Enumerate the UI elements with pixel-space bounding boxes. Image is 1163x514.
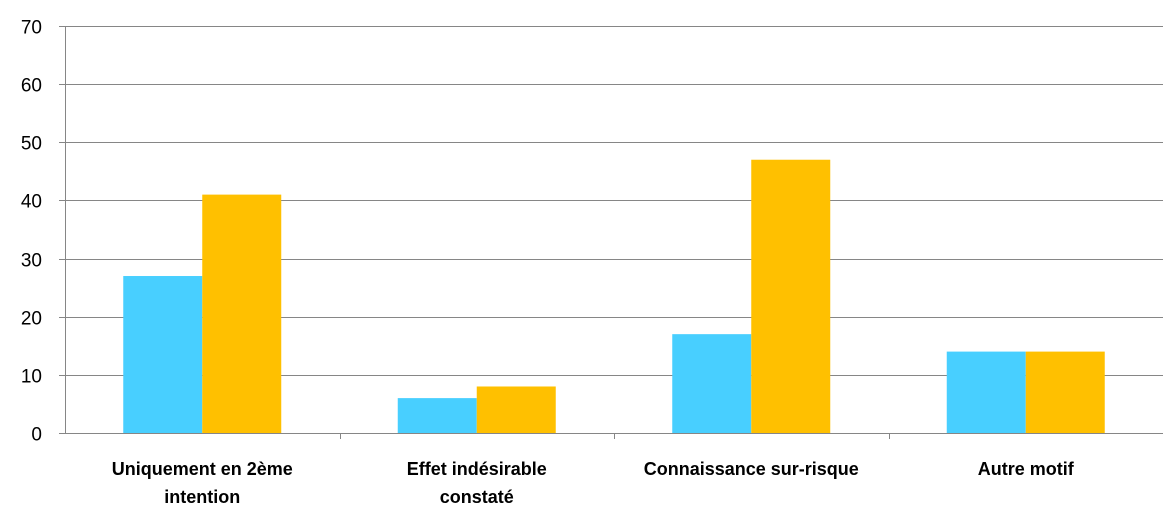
y-tick-label: 30 <box>21 251 42 272</box>
x-category-label: Effet indésirable constaté <box>407 459 547 507</box>
bar-series-2-category-1 <box>202 194 282 433</box>
y-tick-label: 0 <box>31 425 42 446</box>
y-tick-label: 10 <box>21 367 42 388</box>
x-axis-category-labels: Uniquement en 2ème intention Effet indésir… <box>112 459 1075 507</box>
bar-series-1-category-3 <box>672 334 752 433</box>
x-category-label: Connaissance sur-risque <box>644 459 859 479</box>
bar-series-1-category-1 <box>123 276 203 433</box>
bar-series-1-category-2 <box>397 398 477 433</box>
bar-series-1-category-4 <box>946 351 1026 433</box>
y-tick-label: 40 <box>21 192 42 213</box>
y-axis-tick-labels: 0 10 20 30 40 50 60 70 <box>21 18 42 446</box>
y-tick-label: 20 <box>21 309 42 330</box>
y-tick-label: 50 <box>21 134 42 155</box>
bar-series-2-category-2 <box>476 386 556 433</box>
bar-series-2-category-4 <box>1025 351 1105 433</box>
bars <box>123 159 1105 433</box>
x-category-label: Uniquement en 2ème intention <box>112 459 293 507</box>
axes <box>59 26 1163 439</box>
bar-series-2-category-3 <box>751 159 831 433</box>
x-category-label: Autre motif <box>978 459 1075 479</box>
y-tick-label: 70 <box>21 18 42 39</box>
y-tick-label: 60 <box>21 76 42 97</box>
